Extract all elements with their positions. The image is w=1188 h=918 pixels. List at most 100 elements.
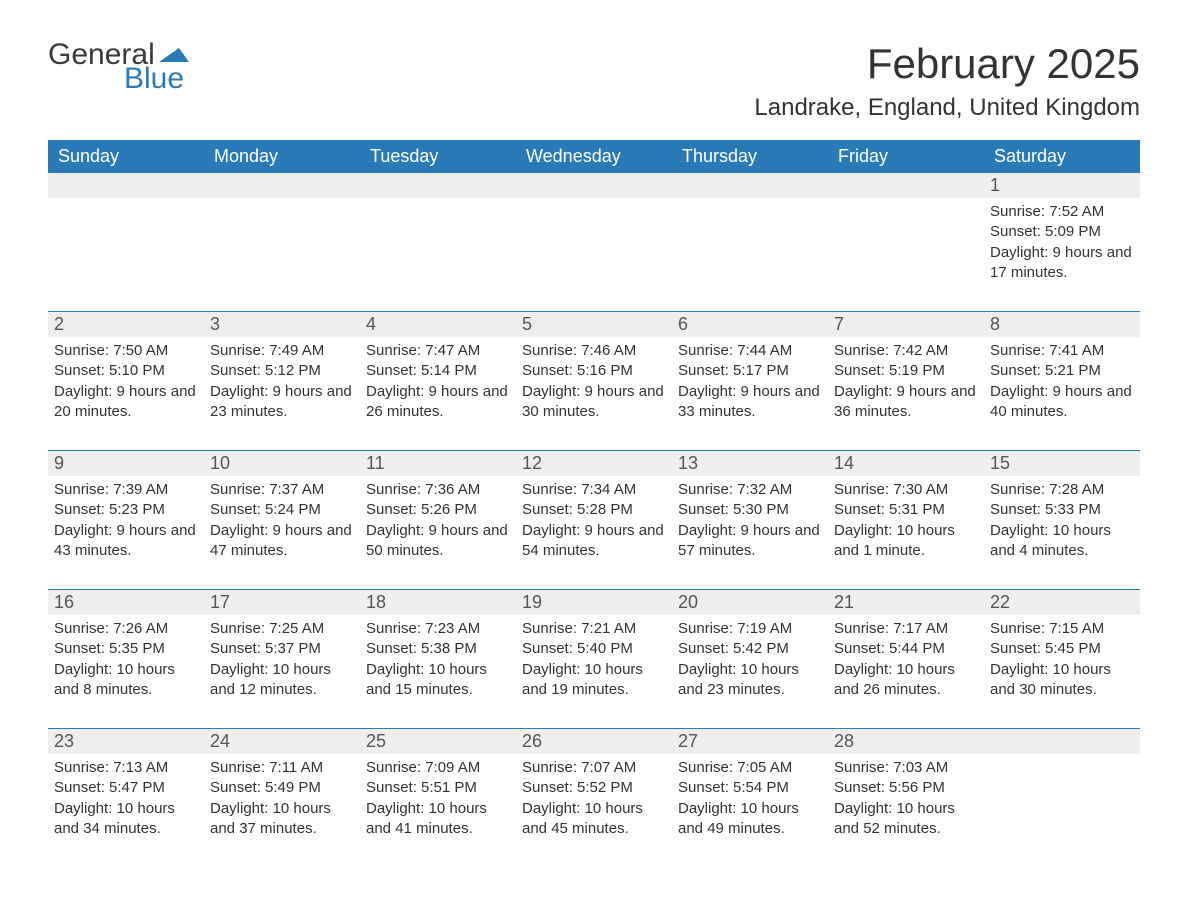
day-number-cell: 21 [828,590,984,615]
sunset-line: Sunset: 5:09 PM [990,222,1132,242]
sunrise-line: Sunrise: 7:30 AM [834,480,976,500]
daylight-line: Daylight: 10 hours and 52 minutes. [834,799,976,840]
day-content-row: Sunrise: 7:50 AMSunset: 5:10 PMDaylight:… [48,337,1140,451]
day-number-cell: 15 [984,451,1140,476]
daylight-line: Daylight: 10 hours and 34 minutes. [54,799,196,840]
daylight-line: Daylight: 9 hours and 47 minutes. [210,521,352,562]
day-number-cell: 6 [672,312,828,337]
sunset-line: Sunset: 5:35 PM [54,639,196,659]
day-number-cell: 24 [204,729,360,754]
daylight-line: Daylight: 10 hours and 49 minutes. [678,799,820,840]
daylight-line: Daylight: 9 hours and 36 minutes. [834,382,976,423]
day-number-cell: 1 [984,173,1140,198]
day-content-cell: Sunrise: 7:36 AMSunset: 5:26 PMDaylight:… [360,476,516,590]
day-content-cell: Sunrise: 7:17 AMSunset: 5:44 PMDaylight:… [828,615,984,729]
day-header: Tuesday [360,140,516,173]
daylight-line: Daylight: 10 hours and 8 minutes. [54,660,196,701]
daylight-line: Daylight: 10 hours and 12 minutes. [210,660,352,701]
day-number-cell: 13 [672,451,828,476]
sunrise-line: Sunrise: 7:26 AM [54,619,196,639]
day-number-cell: 22 [984,590,1140,615]
logo-text-blue: Blue [124,64,189,94]
daylight-line: Daylight: 9 hours and 20 minutes. [54,382,196,423]
sunrise-line: Sunrise: 7:11 AM [210,758,352,778]
sunset-line: Sunset: 5:24 PM [210,500,352,520]
day-number-cell: 27 [672,729,828,754]
sunset-line: Sunset: 5:56 PM [834,778,976,798]
sunset-line: Sunset: 5:47 PM [54,778,196,798]
daylight-line: Daylight: 10 hours and 1 minute. [834,521,976,562]
day-number-cell: 26 [516,729,672,754]
day-content-cell: Sunrise: 7:37 AMSunset: 5:24 PMDaylight:… [204,476,360,590]
daylight-line: Daylight: 9 hours and 33 minutes. [678,382,820,423]
day-content-cell: Sunrise: 7:23 AMSunset: 5:38 PMDaylight:… [360,615,516,729]
day-number-cell: 14 [828,451,984,476]
sunrise-line: Sunrise: 7:47 AM [366,341,508,361]
sunrise-line: Sunrise: 7:50 AM [54,341,196,361]
sunrise-line: Sunrise: 7:36 AM [366,480,508,500]
sunset-line: Sunset: 5:42 PM [678,639,820,659]
daylight-line: Daylight: 9 hours and 40 minutes. [990,382,1132,423]
sunset-line: Sunset: 5:26 PM [366,500,508,520]
day-number-cell: 19 [516,590,672,615]
day-content-cell: Sunrise: 7:47 AMSunset: 5:14 PMDaylight:… [360,337,516,451]
day-content-cell: Sunrise: 7:19 AMSunset: 5:42 PMDaylight:… [672,615,828,729]
day-number-cell [204,173,360,198]
day-header: Monday [204,140,360,173]
day-number-cell: 10 [204,451,360,476]
daylight-line: Daylight: 9 hours and 57 minutes. [678,521,820,562]
day-header: Wednesday [516,140,672,173]
daylight-line: Daylight: 9 hours and 43 minutes. [54,521,196,562]
sunset-line: Sunset: 5:28 PM [522,500,664,520]
sunrise-line: Sunrise: 7:03 AM [834,758,976,778]
day-content-row: Sunrise: 7:52 AMSunset: 5:09 PMDaylight:… [48,198,1140,312]
sunset-line: Sunset: 5:31 PM [834,500,976,520]
day-number-cell: 20 [672,590,828,615]
sunset-line: Sunset: 5:33 PM [990,500,1132,520]
day-content-cell: Sunrise: 7:52 AMSunset: 5:09 PMDaylight:… [984,198,1140,312]
day-content-cell: Sunrise: 7:11 AMSunset: 5:49 PMDaylight:… [204,754,360,867]
day-content-cell: Sunrise: 7:34 AMSunset: 5:28 PMDaylight:… [516,476,672,590]
sunset-line: Sunset: 5:40 PM [522,639,664,659]
daylight-line: Daylight: 10 hours and 15 minutes. [366,660,508,701]
sunset-line: Sunset: 5:38 PM [366,639,508,659]
day-content-cell: Sunrise: 7:44 AMSunset: 5:17 PMDaylight:… [672,337,828,451]
sunset-line: Sunset: 5:30 PM [678,500,820,520]
daylight-line: Daylight: 9 hours and 54 minutes. [522,521,664,562]
day-number-cell: 28 [828,729,984,754]
sunrise-line: Sunrise: 7:19 AM [678,619,820,639]
location-text: Landrake, England, United Kingdom [754,94,1140,122]
title-block: February 2025 Landrake, England, United … [754,40,1140,122]
day-content-cell [360,198,516,312]
month-title: February 2025 [754,40,1140,88]
sunset-line: Sunset: 5:37 PM [210,639,352,659]
day-number-cell [984,729,1140,754]
day-number-cell: 12 [516,451,672,476]
day-content-row: Sunrise: 7:13 AMSunset: 5:47 PMDaylight:… [48,754,1140,867]
day-content-cell: Sunrise: 7:26 AMSunset: 5:35 PMDaylight:… [48,615,204,729]
day-number-cell: 4 [360,312,516,337]
sunrise-line: Sunrise: 7:34 AM [522,480,664,500]
sunrise-line: Sunrise: 7:05 AM [678,758,820,778]
day-number-cell: 8 [984,312,1140,337]
day-number-row: 1 [48,173,1140,198]
day-number-row: 9101112131415 [48,451,1140,476]
daylight-line: Daylight: 10 hours and 45 minutes. [522,799,664,840]
sunrise-line: Sunrise: 7:44 AM [678,341,820,361]
day-number-cell [516,173,672,198]
day-header: Thursday [672,140,828,173]
day-content-cell: Sunrise: 7:13 AMSunset: 5:47 PMDaylight:… [48,754,204,867]
day-header: Friday [828,140,984,173]
daylight-line: Daylight: 10 hours and 23 minutes. [678,660,820,701]
day-content-cell: Sunrise: 7:30 AMSunset: 5:31 PMDaylight:… [828,476,984,590]
sunrise-line: Sunrise: 7:39 AM [54,480,196,500]
day-content-cell: Sunrise: 7:42 AMSunset: 5:19 PMDaylight:… [828,337,984,451]
sunrise-line: Sunrise: 7:07 AM [522,758,664,778]
sunrise-line: Sunrise: 7:28 AM [990,480,1132,500]
day-content-cell: Sunrise: 7:07 AMSunset: 5:52 PMDaylight:… [516,754,672,867]
day-content-cell: Sunrise: 7:32 AMSunset: 5:30 PMDaylight:… [672,476,828,590]
sunrise-line: Sunrise: 7:42 AM [834,341,976,361]
sunrise-line: Sunrise: 7:37 AM [210,480,352,500]
day-content-cell: Sunrise: 7:49 AMSunset: 5:12 PMDaylight:… [204,337,360,451]
calendar-table: SundayMondayTuesdayWednesdayThursdayFrid… [48,140,1140,867]
